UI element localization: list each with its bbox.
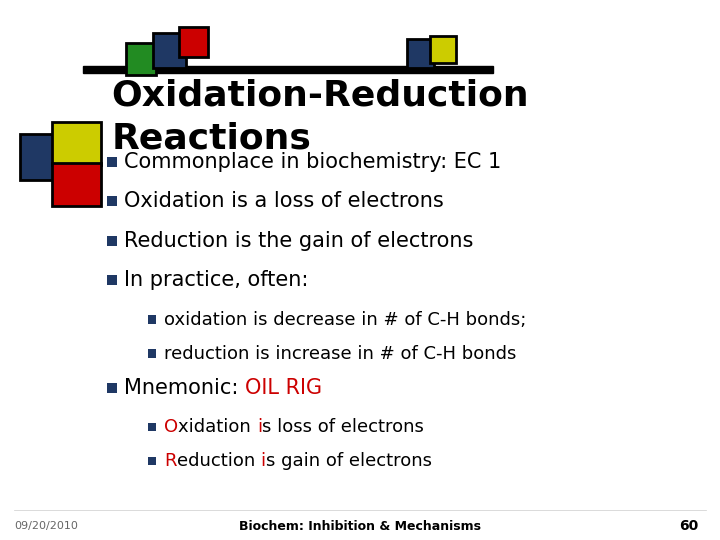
Bar xyxy=(107,236,117,246)
Bar xyxy=(148,315,156,324)
Bar xyxy=(148,457,156,465)
Text: R: R xyxy=(164,452,176,470)
Text: Oxidation is a loss of electrons: Oxidation is a loss of electrons xyxy=(124,191,444,212)
Text: Biochem: Inhibition & Mechanisms: Biochem: Inhibition & Mechanisms xyxy=(239,520,481,533)
Bar xyxy=(153,33,186,68)
Bar xyxy=(107,383,117,393)
Bar xyxy=(52,163,101,206)
Bar xyxy=(430,36,456,63)
Bar xyxy=(107,197,117,206)
Text: s gain of electrons: s gain of electrons xyxy=(266,452,432,470)
Bar xyxy=(83,66,493,73)
Text: O: O xyxy=(164,418,179,436)
Bar xyxy=(20,134,72,180)
Text: 09/20/2010: 09/20/2010 xyxy=(14,522,78,531)
Text: 60: 60 xyxy=(679,519,698,534)
Bar xyxy=(179,27,208,57)
Bar xyxy=(148,423,156,431)
Text: Commonplace in biochemistry: EC 1: Commonplace in biochemistry: EC 1 xyxy=(124,152,501,172)
Bar xyxy=(148,349,156,358)
Text: OIL RIG: OIL RIG xyxy=(245,377,322,398)
Bar xyxy=(107,157,117,167)
Text: Mnemonic:: Mnemonic: xyxy=(124,377,245,398)
Text: Oxidation-Reduction: Oxidation-Reduction xyxy=(112,78,529,112)
Text: xidation: xidation xyxy=(179,418,257,436)
Text: Reactions: Reactions xyxy=(112,122,312,156)
Text: Reduction is the gain of electrons: Reduction is the gain of electrons xyxy=(124,231,473,251)
Text: reduction is increase in # of C-H bonds: reduction is increase in # of C-H bonds xyxy=(164,345,516,363)
Bar xyxy=(126,43,156,75)
Text: i: i xyxy=(261,452,266,470)
Text: In practice, often:: In practice, often: xyxy=(124,270,308,291)
Bar xyxy=(407,39,434,68)
Text: i: i xyxy=(257,418,262,436)
Text: s loss of electrons: s loss of electrons xyxy=(262,418,424,436)
Text: oxidation is decrease in # of C-H bonds;: oxidation is decrease in # of C-H bonds; xyxy=(164,310,526,329)
Bar xyxy=(52,122,101,165)
Text: eduction: eduction xyxy=(176,452,261,470)
Bar xyxy=(107,275,117,285)
